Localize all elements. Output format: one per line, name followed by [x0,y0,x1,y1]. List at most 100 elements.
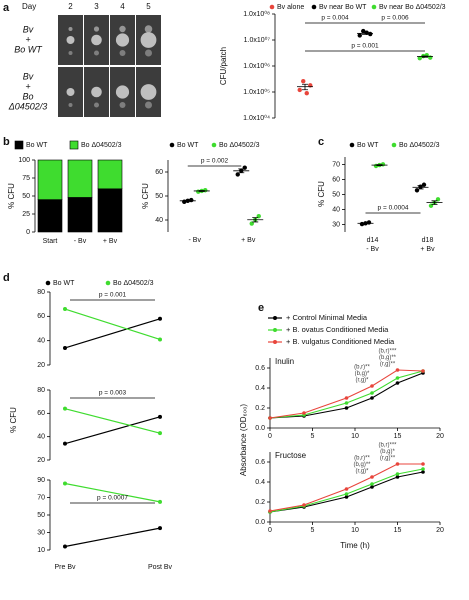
error-bar [431,200,438,205]
row-label: Bo WT [14,44,43,54]
colony [68,103,73,107]
legend-label: + Control Minimal Media [286,313,368,322]
y-tick-label: 1.0x10⁰⁸ [243,10,270,18]
y-tick-label: 10 [37,547,45,554]
annotation: p = 0.0004 [378,205,409,212]
annotation: p = 0.004 [321,15,349,22]
annotation: (r,g)** [380,362,396,368]
y-tick-label: 0.0 [255,425,265,432]
y-tick-label: 100 [18,157,30,164]
line [269,471,424,513]
error-bar [422,55,428,58]
annotation: (b,g)* [380,449,395,455]
annotation: p = 0.001 [351,43,379,50]
bar-segment [97,159,123,190]
colony [115,85,130,99]
x-axis-label: Time (h) [340,541,370,550]
error-bar [376,164,383,166]
x-tick-label: - Bv [189,237,202,244]
bar-segment [97,188,123,233]
data-point [344,401,349,405]
y-tick-label: 1.0x10⁰⁴ [243,114,270,122]
x-tick-label: 5 [311,433,315,440]
y-tick-label: 0.4 [255,385,265,392]
error-bar [362,32,368,35]
y-tick-label: 0.4 [255,479,265,486]
data-point [344,396,349,400]
panel-title: Inulin [275,357,294,366]
colony [93,26,100,32]
annotation: (r,g)** [380,456,396,462]
data-point [370,384,374,388]
data-point [63,345,67,350]
annotation: (b,r)*** [378,443,397,449]
x-tick-label: + Bv [241,237,256,244]
annotation: (b,r)** [354,456,370,462]
y-tick-label: 90 [37,477,45,484]
legend-marker [391,142,397,148]
data-point [158,414,162,419]
legend-marker [311,4,317,10]
legend-label: Bo WT [357,142,379,149]
legend-marker [273,340,277,344]
y-tick-label: 0.2 [255,405,265,412]
legend-marker [273,328,277,332]
annotation: (r,g)* [355,469,369,475]
x-tick-label: d14 [367,237,379,244]
y-axis-label: Absorbance (OD₆₀₀) [239,404,248,476]
panel-label: c [318,136,324,148]
x-tick-label: d18 [422,237,434,244]
colony [66,36,75,44]
data-point [395,381,400,385]
data-point [158,431,162,436]
day-label: 3 [94,2,99,11]
annotation: (b,r)** [354,365,370,371]
error-bar [238,168,245,174]
data-point [297,87,302,93]
data-point [368,31,373,37]
x-tick-label: 10 [351,527,359,534]
data-point [63,481,67,486]
line [64,318,161,349]
colony [91,34,102,46]
y-axis-label: CFU/patch [219,47,228,85]
line [64,408,161,434]
y-tick-label: 0.2 [255,499,265,506]
x-tick-label: 5 [311,527,315,534]
legend-marker [349,142,355,148]
line [269,370,424,419]
row-label: + [25,34,30,44]
y-tick-label: 0.6 [255,365,265,372]
colony [115,33,130,47]
y-tick-label: 70 [332,161,340,168]
row-label: Δ04502/3 [8,101,48,111]
data-point [370,391,374,395]
legend-swatch [14,140,24,150]
data-point [158,316,162,321]
data-point [417,55,422,61]
data-point [421,462,425,466]
data-point [302,503,306,507]
line [269,463,423,512]
y-tick-label: 80 [37,387,45,394]
colony [119,25,126,33]
annotation: p = 0.002 [201,158,229,165]
bar-segment [37,159,63,200]
y-tick-label: 70 [37,494,45,501]
colony [94,102,99,108]
y-tick-label: 25 [22,211,30,218]
row-label: + [25,81,30,91]
x-tick-label: 20 [436,527,444,534]
y-tick-label: 60 [332,176,340,183]
annotation: p = 0.0007 [97,495,128,502]
x-tick-label: + Bv [420,246,435,253]
line [269,369,424,419]
y-tick-label: 1.0x10⁰⁷ [244,36,271,44]
legend-label: Bo Δ04502/3 [399,142,440,149]
y-tick-label: 50 [332,191,340,198]
x-tick-label: 15 [394,527,402,534]
y-tick-label: 1.0x10⁰⁶ [243,62,270,70]
data-point [357,33,362,38]
legend-marker [45,280,51,286]
day-label: 5 [146,2,151,11]
